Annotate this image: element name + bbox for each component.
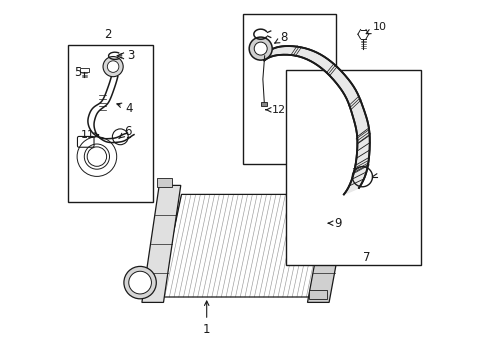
Bar (68, 45, 152, 202)
Text: 3: 3 (117, 49, 135, 62)
Polygon shape (330, 171, 352, 185)
Bar (242, 14, 336, 164)
Text: 4: 4 (117, 102, 133, 114)
Polygon shape (142, 185, 181, 302)
Bar (80, 68, 88, 72)
Text: 7: 7 (363, 251, 370, 264)
Text: 11: 11 (81, 130, 99, 140)
Bar (309, 290, 326, 299)
Text: 10: 10 (366, 22, 386, 33)
Bar (261, 102, 266, 106)
Text: 5: 5 (74, 66, 81, 78)
Bar (335, 174, 344, 180)
Text: 8: 8 (274, 31, 287, 44)
Circle shape (107, 61, 119, 72)
Text: 1: 1 (203, 301, 210, 336)
Circle shape (249, 37, 272, 60)
Polygon shape (264, 46, 369, 194)
Circle shape (103, 57, 123, 77)
Polygon shape (160, 194, 332, 297)
Circle shape (128, 271, 151, 294)
Text: 2: 2 (104, 28, 111, 41)
Text: 6: 6 (119, 125, 131, 139)
Bar (157, 178, 171, 187)
Text: 9: 9 (327, 217, 341, 230)
Bar (285, 70, 420, 265)
Polygon shape (307, 185, 350, 302)
Circle shape (254, 42, 266, 55)
Text: 12: 12 (265, 105, 285, 115)
Circle shape (123, 266, 156, 299)
